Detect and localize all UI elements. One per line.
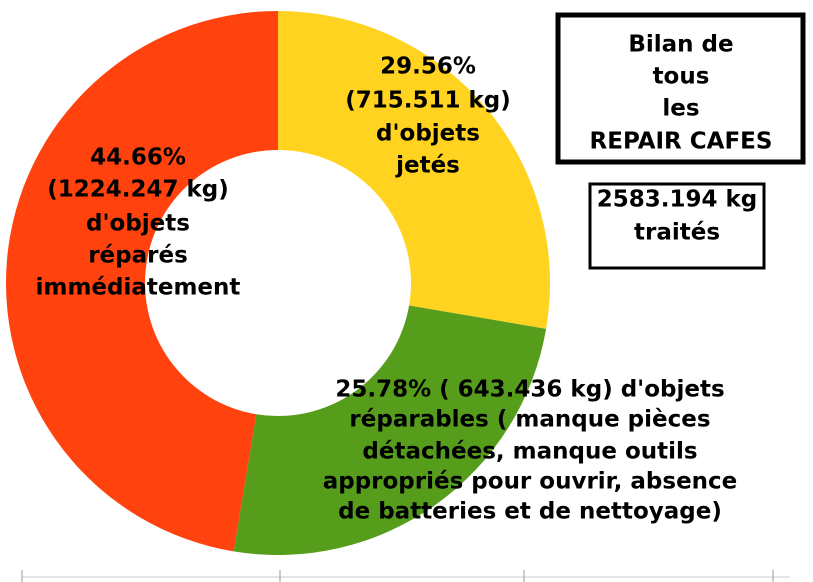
annotation: traités [634, 220, 720, 246]
axis-ticks [21, 570, 774, 582]
data-label: 44.66% [90, 145, 186, 171]
data-label: réparables ( manque pièces [349, 407, 710, 433]
data-label: immédiatement [36, 275, 241, 301]
data-label: réparés [88, 243, 188, 269]
labels: 29.56% (715.511 kg) d'objets jetés 25.78% ( … [36, 32, 773, 525]
chart-title: tous [653, 64, 710, 90]
data-label: appropriés pour ouvrir, absence [323, 469, 738, 495]
donut-slice [278, 11, 551, 329]
donut-slice [233, 305, 547, 555]
data-label: d'objets [376, 121, 480, 147]
data-label: jetés [395, 153, 460, 179]
data-label: (715.511 kg) [345, 88, 511, 114]
data-label: détachées, manque outils [362, 439, 697, 465]
annotation: 2583.194 kg [597, 187, 758, 213]
chart-title: les [662, 96, 699, 122]
data-label: (1224.247 kg) [47, 177, 229, 203]
data-label: d'objets [86, 211, 190, 237]
annotation-box [588, 182, 766, 270]
chart-title: Bilan de [628, 32, 733, 58]
data-label: 29.56% [380, 54, 476, 80]
donut [5, 11, 551, 555]
chart-title: REPAIR CAFES [590, 129, 773, 155]
data-label: 25.78% ( 643.436 kg) d'objets [335, 377, 724, 403]
donut-slice [5, 11, 278, 552]
title-box [555, 12, 806, 165]
data-label: de batteries et de nettoyage) [338, 499, 722, 525]
